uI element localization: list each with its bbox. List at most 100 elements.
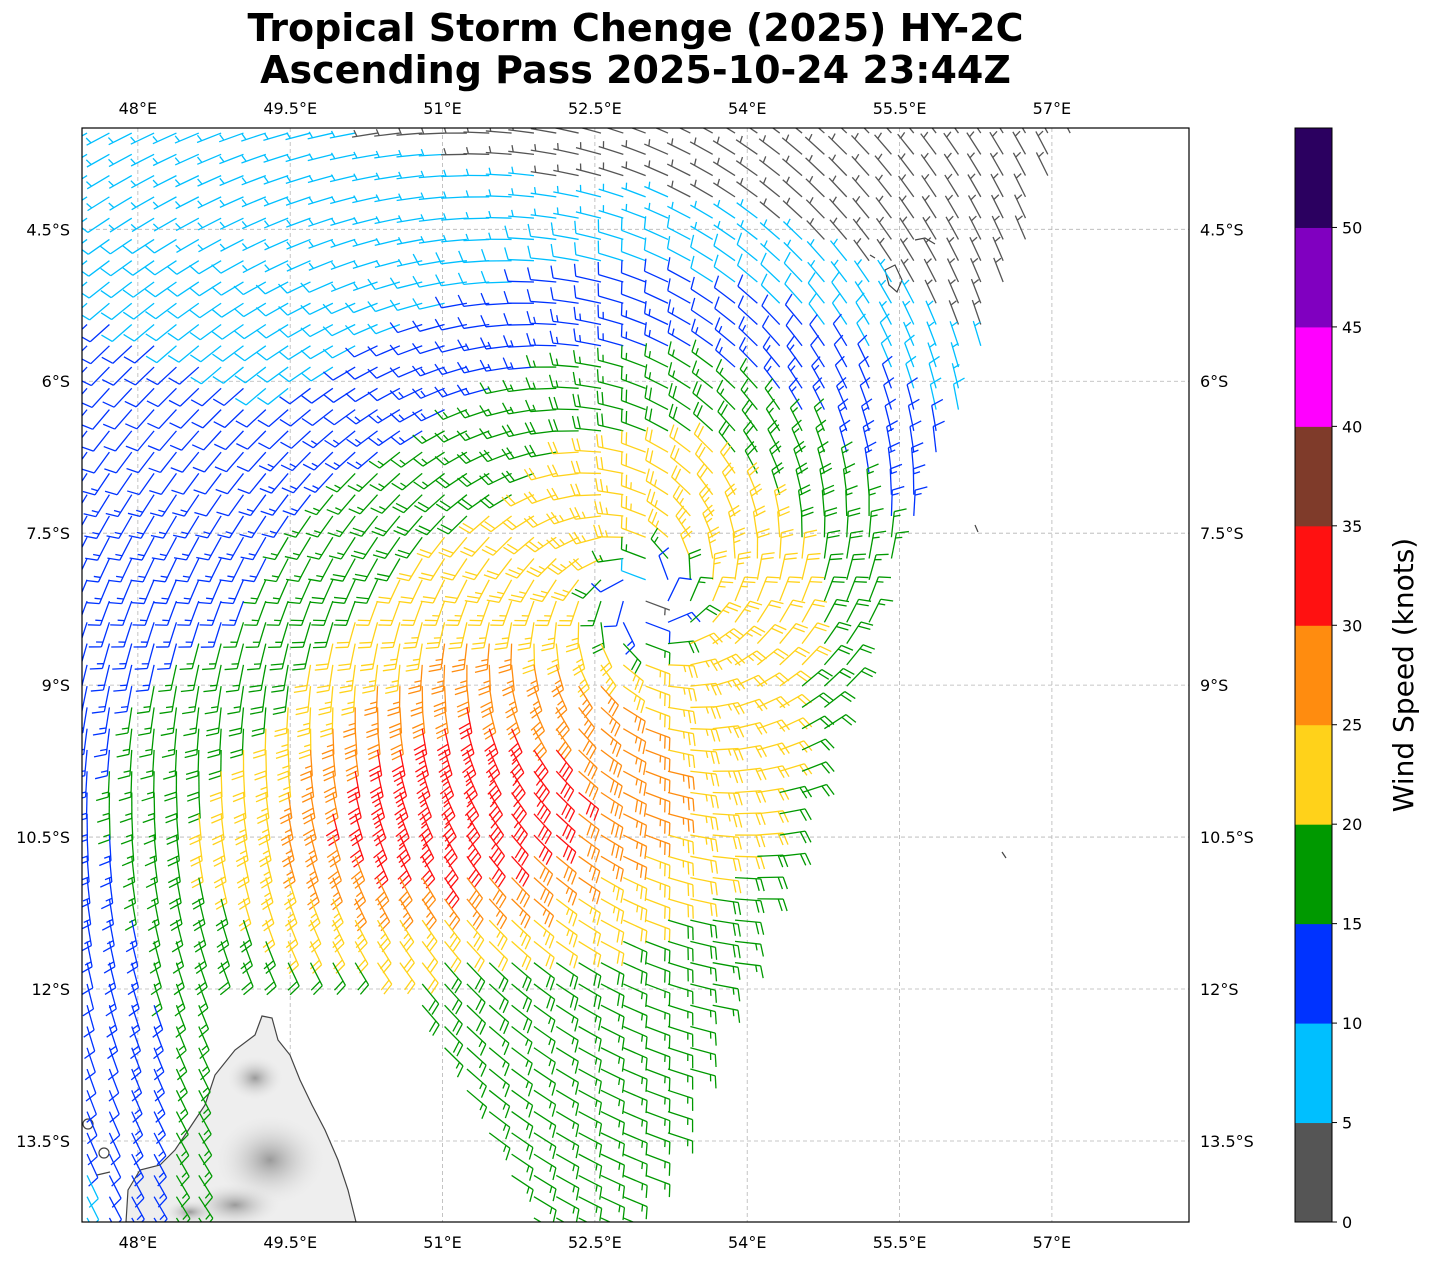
wind-barb [82,260,88,266]
wind-barb [456,384,490,396]
lon-tick-label-top: 49.5°E [263,99,317,118]
wind-barb [969,236,982,261]
wind-barb [219,153,244,165]
wind-barb [851,174,870,198]
wind-barb [827,133,848,155]
wind-barb [264,238,289,251]
wind-barb [344,302,378,314]
colorbar-segment [1295,923,1332,1024]
wind-barb [241,196,267,208]
wind-barb [713,254,736,283]
wind-barb [189,302,222,319]
wind-barb [234,366,267,384]
wind-barb [82,430,110,452]
wind-barb [412,451,445,467]
wind-barb [831,271,848,304]
wind-barb [302,430,334,449]
colorbar-tick-label: 0 [1342,1213,1352,1232]
colorbar-tick-label: 35 [1342,517,1362,536]
wind-barb [644,385,669,411]
wind-barb [233,323,267,340]
wind-barb [285,132,311,141]
wind-barb [856,313,870,347]
wind-barb [152,217,177,232]
wind-barb [805,154,825,177]
wind-barb [257,409,289,428]
wind-barb [374,194,400,203]
wind-barb [125,430,155,452]
wind-barb [418,235,445,244]
wind-barb [242,260,267,274]
wind-barb [189,345,222,363]
wind-barb [715,338,736,368]
colorbar-segment [1295,625,1332,726]
wind-barb [174,132,200,144]
wind-barb [389,299,423,312]
wind-barb [323,409,356,426]
wind-barb [481,248,512,262]
wind-barb [813,398,825,432]
wind-barb [263,174,289,185]
wind-barb [876,237,892,262]
wind-barb [810,335,825,368]
wind-barb [168,387,200,407]
wind-barb [858,355,870,389]
wind-barb [966,131,982,155]
wind-barb [1012,151,1027,176]
wind-barb [572,350,602,368]
wind-barb [1014,194,1027,219]
wind-barb [82,409,110,430]
wind-barb [463,190,490,198]
wind-barb [760,273,781,304]
wind-barb [82,281,110,299]
wind-barb [82,238,110,255]
wind-barb [122,260,155,276]
wind-barb [678,128,691,134]
wind-barb [644,181,669,198]
wind-barb [947,279,960,304]
wind-barb [197,196,222,209]
wind-barb [771,128,781,134]
wind-barb [758,156,781,177]
wind-barb [907,398,920,432]
wind-barb [783,251,803,283]
wind-barb [714,317,736,347]
wind-barb [234,345,267,362]
wind-barb [573,328,602,347]
wind-barb [902,300,915,325]
wind-barb [718,421,736,453]
wind-barb [82,217,88,223]
wind-barb [575,184,602,198]
wind-barb [834,355,848,389]
wind-barb [346,451,378,470]
wind-barb [666,236,691,262]
wind-barb [330,217,356,227]
wind-barb [877,279,892,304]
wind-barb [666,214,691,241]
wind-barb [972,320,982,346]
wind-barb [102,387,133,408]
wind-barb [390,430,423,446]
colorbar-segment [1295,128,1332,228]
wind-barb [851,153,870,177]
wind-barb [278,323,311,338]
colorbar-tick-label: 25 [1342,716,1362,735]
wind-barb [192,451,222,473]
wind-barb [434,363,468,376]
wind-barb [989,152,1004,176]
wind-barb [235,409,267,428]
wind-barb [374,172,400,181]
wind-barb [861,398,873,432]
colorbar-tick-label: 50 [1342,218,1362,237]
wind-barb [1044,128,1049,134]
latitude-ticks-right: 4.5°S 6°S 7.5°S 9°S 10.5°S 12°S 13.5°S [1200,220,1254,1151]
wind-barb [782,176,803,198]
wind-barb [643,216,669,241]
colorbar-segment [1295,724,1332,825]
wind-barb [883,377,895,410]
wind-barb [829,238,848,262]
wind-barb [145,302,177,320]
wind-barb [174,153,200,166]
wind-barb [1066,128,1071,134]
wind-barb [456,451,490,464]
